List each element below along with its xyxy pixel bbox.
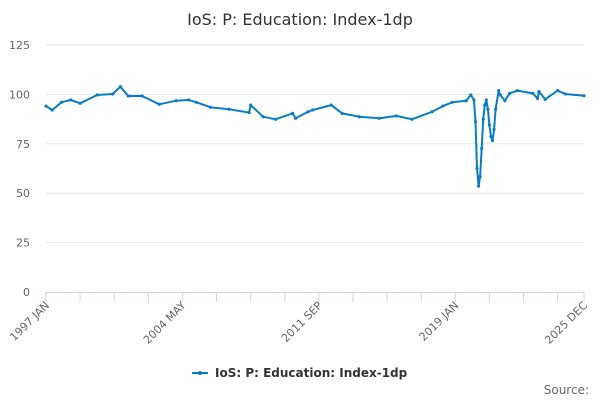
data-point (492, 127, 496, 131)
data-point (478, 175, 482, 179)
data-point (59, 100, 64, 104)
data-point (489, 135, 493, 139)
data-point (503, 99, 507, 103)
data-point (582, 94, 586, 98)
data-point (357, 115, 361, 119)
data-point (311, 108, 315, 112)
data-point (290, 111, 295, 115)
gridlines (46, 44, 584, 244)
data-point (563, 92, 567, 96)
y-tick-label: 25 (16, 237, 30, 250)
data-point (464, 99, 468, 103)
data-point (469, 93, 473, 97)
data-point (294, 116, 298, 120)
data-point (118, 85, 123, 89)
data-point (273, 117, 278, 121)
y-axis: 0 25 50 75 100 125 (9, 39, 30, 299)
data-point (208, 105, 212, 109)
chart-title: IoS: P: Education: Index-1dp (187, 10, 413, 29)
data-point (377, 116, 381, 120)
data-point (394, 114, 398, 118)
data-point (486, 107, 490, 111)
y-tick-label: 0 (23, 286, 30, 299)
data-point (249, 103, 253, 107)
data-point (95, 93, 99, 97)
data-point (78, 101, 82, 105)
data-point (430, 110, 434, 114)
data-point (531, 91, 535, 96)
data-point (247, 110, 251, 115)
data-point (515, 89, 519, 93)
data-point (472, 98, 476, 102)
data-point (535, 96, 540, 100)
data-point (483, 103, 487, 107)
series-markers (44, 85, 586, 188)
data-point (227, 107, 231, 111)
data-point (111, 92, 115, 96)
data-point (475, 166, 479, 170)
source-label: Source: (544, 383, 589, 397)
data-point (450, 100, 454, 104)
data-point (497, 89, 501, 93)
data-point (69, 98, 73, 102)
data-point (329, 103, 333, 107)
data-point (473, 120, 478, 124)
data-point (537, 90, 541, 94)
data-point (494, 107, 498, 111)
x-tick-label: 2004 MAY (141, 299, 189, 347)
data-point (480, 146, 484, 150)
data-point (174, 99, 178, 103)
data-point (507, 91, 512, 96)
legend-label: IoS: P: Education: Index-1dp (215, 366, 408, 380)
data-point (481, 117, 485, 121)
data-point (498, 93, 502, 97)
data-point (157, 102, 161, 106)
data-point (543, 97, 547, 101)
data-point (50, 108, 54, 112)
x-tick-label: 2011 SEP (279, 299, 325, 345)
data-point (410, 117, 414, 121)
data-point (340, 111, 344, 115)
y-tick-label: 50 (16, 187, 30, 200)
data-point (187, 98, 191, 102)
data-point (487, 123, 492, 127)
y-tick-label: 100 (9, 88, 30, 101)
data-point (306, 110, 310, 114)
y-tick-label: 75 (16, 138, 30, 151)
x-axis: 1997 JAN 2004 MAY 2011 SEP 2019 JAN 2025 DEC (7, 292, 590, 347)
data-point (140, 94, 144, 98)
legend-item[interactable]: IoS: P: Education: Index-1dp (192, 366, 408, 380)
legend-marker (198, 371, 202, 375)
data-point (484, 98, 488, 102)
data-point (441, 104, 445, 108)
data-point (44, 104, 48, 108)
x-tick-label: 2019 JAN (417, 299, 462, 344)
y-tick-label: 125 (9, 39, 30, 52)
data-point (490, 139, 495, 143)
x-tick-label: 2025 DEC (542, 299, 590, 347)
data-point (194, 100, 198, 104)
x-tick-label: 1997 JAN (7, 299, 52, 344)
data-point (261, 115, 265, 119)
data-point (126, 94, 130, 98)
data-point (476, 184, 481, 188)
data-point (556, 89, 560, 93)
series-line (45, 85, 585, 188)
